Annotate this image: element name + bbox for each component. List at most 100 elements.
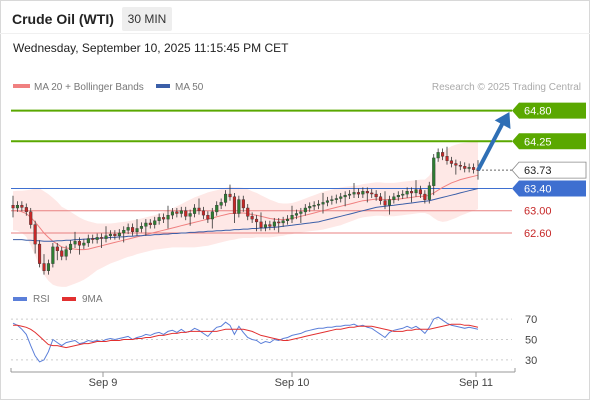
instrument-title: Crude Oil (WTI) [12,11,114,27]
candle [42,254,46,275]
candle [179,206,183,218]
candle [201,206,206,220]
candle [33,220,37,254]
level-tag-text: 63.00 [524,206,552,218]
moving-averages [13,174,479,251]
candle [135,219,139,236]
candle [51,242,55,268]
level-tag-63.00: 63.00 [524,206,552,218]
candle [312,201,316,211]
ma50-line [13,188,479,242]
candle [175,207,179,218]
rsi-legend-swatch [13,297,27,301]
candle [170,207,175,220]
candle [467,163,471,173]
level-tag-text: 63.73 [524,165,552,177]
candle [117,229,121,240]
level-tag-62.60: 62.60 [524,228,552,240]
candle [387,195,392,215]
rsi-ma-legend-swatch [62,297,76,301]
candles [11,146,480,275]
candle [64,245,68,261]
candle [330,195,334,205]
level-tag-63.40: 63.40 [512,180,586,197]
candle [379,192,383,205]
time-tick-label: Sep 10 [275,377,310,389]
candle [317,200,321,210]
candle [215,201,219,216]
candle [219,198,223,210]
candle [73,231,77,248]
candle [334,194,338,204]
candle [60,246,64,261]
candle [157,213,161,225]
candle [82,239,86,250]
rsi-ma-legend-label: 9MA [82,294,103,305]
candle [232,192,237,223]
candle [250,212,254,223]
candle [463,162,467,173]
level-tag-text: 63.40 [524,184,552,196]
candle [184,206,188,221]
candle [38,240,42,268]
candle [356,188,361,198]
candle [246,204,250,221]
candle [432,154,436,196]
candle [148,219,152,229]
candle [281,216,285,227]
bollinger-legend-swatch [13,84,30,88]
candle [11,195,15,218]
candle [401,190,405,200]
candle [263,220,268,232]
candle [294,209,299,220]
candle [144,219,148,236]
ma50-legend-swatch [156,84,170,88]
candle [91,234,95,244]
candle [436,148,440,162]
rsi-tick-label: 70 [525,314,537,326]
candle [365,187,369,203]
level-tag-64.80: 64.80 [512,102,586,119]
candle [126,223,130,235]
candle [445,146,449,165]
candle [325,196,330,207]
level-tag-text: 64.80 [524,106,552,118]
candle [206,211,210,223]
rsi-panel: 70 50 30 [11,314,537,367]
candle [392,192,396,204]
candle [166,205,170,229]
candle [15,201,20,212]
bollinger-bands [13,141,478,287]
candle [286,215,290,225]
rsi-tick-label: 30 [525,355,537,367]
timeframe-button[interactable]: 30 MIN [122,7,172,31]
candle [20,201,24,212]
candle [68,240,73,254]
candle [197,198,201,215]
time-axis-ticks: Sep 9 Sep 10 Sep 11 [10,368,516,389]
candle [427,181,431,204]
candle [272,217,276,231]
candle [108,230,112,240]
candle [383,191,387,210]
candle [55,242,59,261]
candle [259,212,263,232]
candle [396,191,400,201]
candle [223,190,228,207]
level-tags: 64.80 64.25 63.73 63.40 63.00 62.60 [511,102,587,240]
arrow-head [494,112,511,129]
candle [458,161,462,171]
candle [161,213,166,223]
candle [99,233,104,248]
candle [237,195,241,218]
candle [277,217,281,233]
candle [410,187,414,203]
candle [343,191,347,207]
candle [414,180,418,197]
target-arrow [476,112,511,172]
candle [352,182,356,198]
candle [321,192,325,214]
candle [188,209,192,226]
time-tick-label: Sep 11 [459,377,493,389]
candle [86,234,90,247]
